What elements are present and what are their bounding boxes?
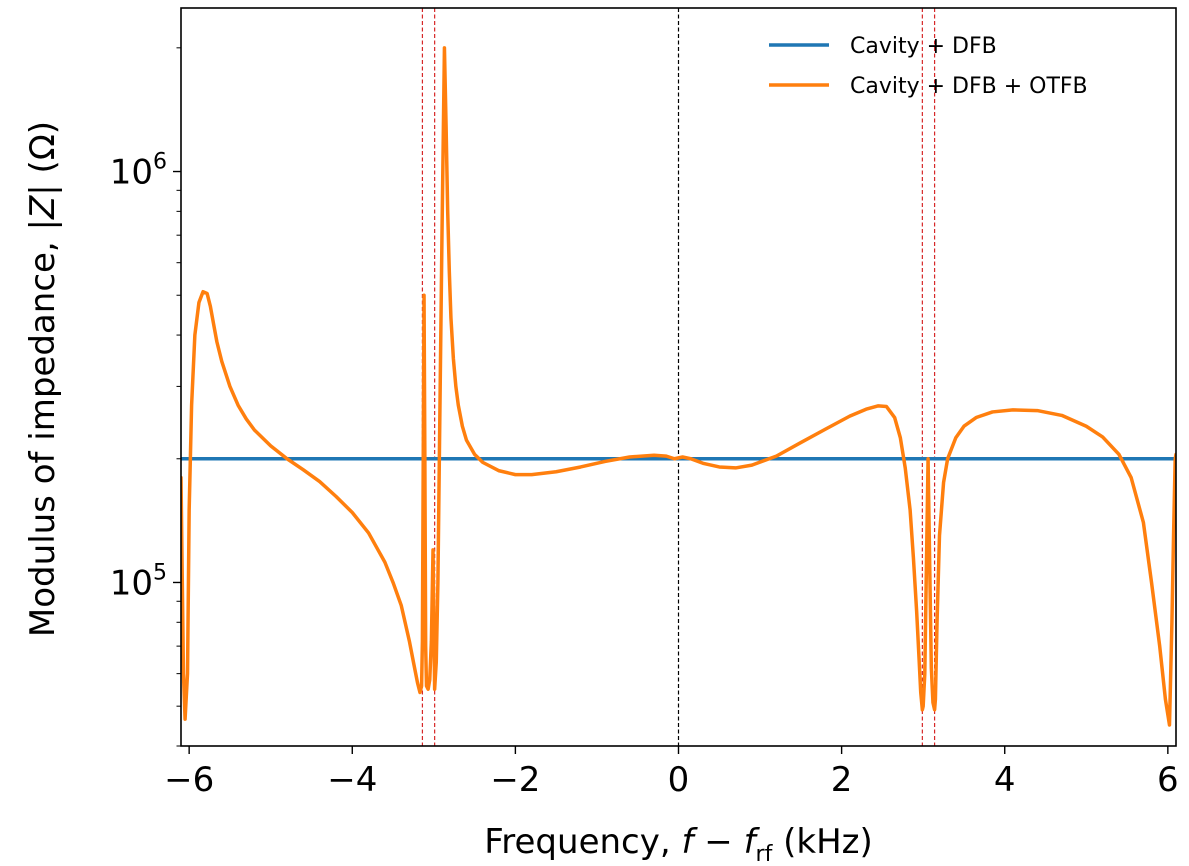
- x-tick-label: −6: [164, 760, 214, 800]
- x-axis-ticks: −6 −4 −2 0 2 4 6: [164, 746, 1179, 800]
- x-axis-label: Frequency, f − frf (kHz): [484, 822, 873, 866]
- y-tick-label: 106: [110, 150, 167, 193]
- y-axis-ticks: 105 106: [110, 47, 181, 747]
- series-lines: [181, 46, 1176, 727]
- y-tick-label: 105: [110, 560, 167, 603]
- x-tick-label: 2: [831, 760, 853, 800]
- x-tick-label: 6: [1157, 760, 1179, 800]
- x-tick-label: 0: [668, 760, 690, 800]
- reference-lines: [421, 8, 936, 746]
- x-tick-label: 4: [994, 760, 1016, 800]
- legend: Cavity + DFB Cavity + DFB + OTFB: [769, 34, 1088, 99]
- legend-label-1: Cavity + DFB + OTFB: [850, 74, 1088, 99]
- y-axis-label: Modulus of impedance, |Z| (Ω): [23, 121, 63, 637]
- legend-label-0: Cavity + DFB: [850, 34, 997, 59]
- series-line-1: [181, 46, 1176, 727]
- x-tick-label: −4: [327, 760, 377, 800]
- x-tick-label: −2: [490, 760, 540, 800]
